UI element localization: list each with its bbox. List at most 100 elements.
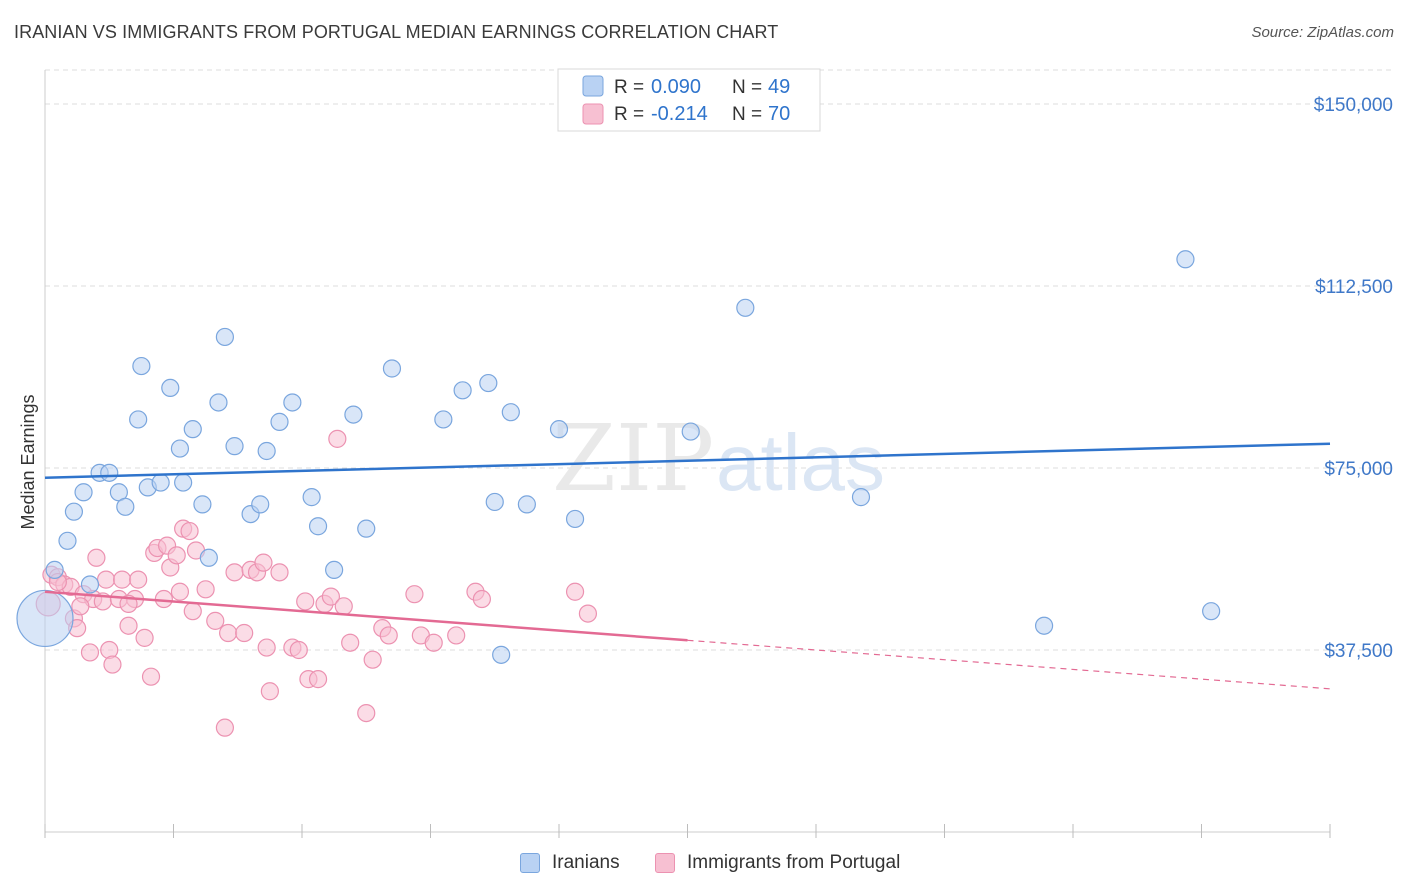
- iranians-point-20: [209, 393, 228, 412]
- iranians-point-22: [225, 437, 244, 456]
- portugal-point-16: [112, 570, 132, 589]
- portugal-point-37: [225, 563, 244, 582]
- iranians-point-34: [434, 410, 453, 429]
- legend-n-value-2: 70: [768, 103, 790, 125]
- y-tick-label-0: $37,500: [1324, 641, 1393, 662]
- series-legend: Iranians Immigrants from Portugal: [0, 852, 1406, 878]
- portugal-point-36: [219, 623, 238, 643]
- iranians-point-43: [681, 422, 700, 441]
- iranians-point-38: [492, 645, 511, 664]
- legend-label-iranians: Iranians: [552, 852, 620, 873]
- iranians-point-33: [382, 359, 402, 378]
- portugal-point-10: [87, 548, 106, 567]
- portugal-point-20: [135, 628, 154, 647]
- portugal-point-61: [424, 633, 443, 652]
- iranians-point-19: [199, 548, 218, 567]
- iranians-point-10: [129, 410, 148, 429]
- iranians-point-42: [565, 509, 585, 529]
- iranians-point-31: [344, 405, 363, 424]
- portugal-point-51: [321, 587, 341, 606]
- iranians-point-18: [193, 495, 212, 514]
- watermark-zip: ZIP: [552, 405, 714, 512]
- iranians-point-26: [270, 412, 289, 431]
- y-tick-label-3: $150,000: [1314, 95, 1393, 116]
- legend-n-label-2: N =: [732, 104, 762, 125]
- portugal-point-35: [215, 718, 234, 737]
- iranians-point-37: [485, 492, 504, 512]
- iranians-point-25: [257, 441, 276, 461]
- portugal-point-43: [260, 682, 279, 701]
- iranians-point-16: [174, 473, 193, 492]
- portugal-point-28: [170, 582, 190, 601]
- legend-r-label-2: R =: [614, 104, 644, 125]
- portugal-point-14: [103, 655, 122, 674]
- legend-label-portugal: Immigrants from Portugal: [687, 852, 901, 873]
- portugal-point-44: [270, 563, 289, 582]
- iranians-point-24: [251, 495, 270, 514]
- portugal-point-17: [119, 616, 138, 635]
- legend-n-value-1: 49: [768, 76, 790, 98]
- y-tick-label-2: $112,500: [1315, 277, 1393, 298]
- portugal-point-62: [447, 626, 466, 645]
- portugal-point-59: [405, 585, 424, 604]
- portugal-point-52: [328, 429, 347, 448]
- portugal-point-66: [578, 604, 598, 623]
- points-iranians: [16, 250, 1221, 664]
- iranians-point-39: [501, 403, 520, 422]
- legend-r-value-1: 0.090: [651, 76, 701, 98]
- portugal-point-46: [289, 640, 308, 660]
- iranians-point-46: [1034, 616, 1054, 635]
- legend-r-label-1: R =: [614, 77, 644, 98]
- iranians-point-21: [215, 327, 234, 347]
- iranians-point-47: [1176, 250, 1195, 269]
- portugal-point-58: [379, 626, 398, 645]
- iranians-point-36: [479, 373, 498, 393]
- trend-lines: [44, 442, 1331, 690]
- iranians-point-35: [453, 381, 472, 400]
- iranians-point-17: [183, 420, 202, 439]
- y-tick-labels: $37,500 $75,000 $112,500 $150,000: [1314, 95, 1393, 662]
- iranians-point-5: [80, 575, 100, 594]
- portugal-point-55: [357, 703, 376, 723]
- portugal-point-41: [254, 553, 273, 572]
- portugal-point-33: [196, 580, 215, 599]
- portugal-point-12: [96, 570, 116, 589]
- iranians-point-13: [151, 473, 170, 492]
- trend-line-iranians: [44, 442, 1331, 479]
- iranians-point-3: [64, 502, 84, 521]
- portugal-point-54: [341, 633, 360, 652]
- iranians-point-7: [100, 463, 119, 482]
- legend-swatch-portugal: [582, 103, 604, 125]
- legend-swatch-iranians: [582, 75, 604, 97]
- iranians-point-14: [161, 378, 180, 398]
- legend-box: R = 0.090 N = 49 R = -0.214 N = 70: [557, 68, 821, 132]
- iranians-point-0: [16, 589, 74, 648]
- iranians-point-15: [170, 439, 190, 458]
- iranians-point-41: [549, 420, 569, 439]
- chart-source: Source: ZipAtlas.com: [1251, 24, 1394, 41]
- scatter-chart: ZIP atlas $37,500 $75,000 $112,500 $150,000…: [16, 68, 1395, 838]
- iranians-point-48: [1202, 602, 1221, 621]
- legend-swatch-portugal-bottom: [655, 853, 675, 873]
- axes: [44, 70, 1331, 838]
- iranians-point-1: [45, 560, 64, 580]
- iranians-point-9: [116, 497, 135, 516]
- iranians-point-28: [302, 488, 321, 507]
- portugal-point-21: [141, 667, 161, 686]
- legend-item-portugal: Immigrants from Portugal: [655, 852, 900, 874]
- portugal-point-38: [235, 623, 254, 643]
- chart-title: IRANIAN VS IMMIGRANTS FROM PORTUGAL MEDI…: [14, 22, 779, 42]
- portugal-point-19: [129, 570, 148, 589]
- y-tick-label-1: $75,000: [1324, 459, 1393, 480]
- portugal-point-53: [334, 597, 353, 616]
- legend-swatch-iranians-bottom: [520, 853, 540, 873]
- y-axis-label: Median Earnings: [18, 394, 38, 529]
- portugal-point-27: [167, 546, 186, 565]
- portugal-point-34: [206, 611, 225, 630]
- portugal-point-56: [363, 650, 382, 669]
- trend-line-portugal: [44, 590, 688, 642]
- portugal-point-49: [308, 670, 328, 689]
- legend-item-iranians: Iranians: [520, 852, 620, 874]
- portugal-point-47: [296, 592, 315, 611]
- watermark: ZIP atlas: [552, 405, 885, 512]
